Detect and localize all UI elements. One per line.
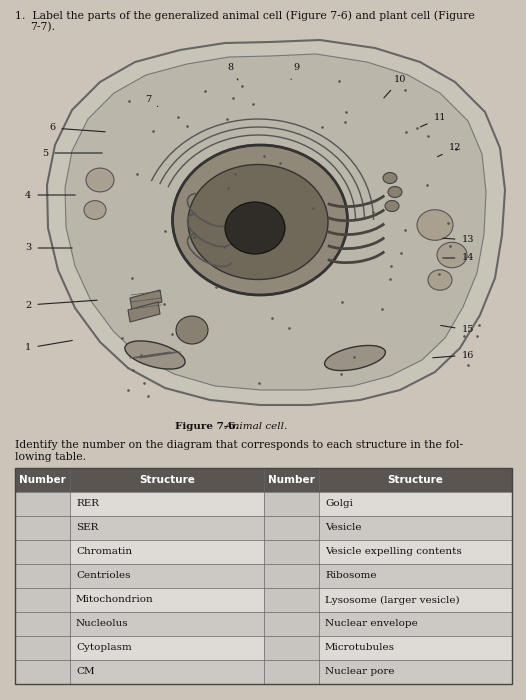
Text: 15: 15 <box>441 326 474 335</box>
Bar <box>15 636 512 660</box>
Bar <box>264 540 319 564</box>
Bar <box>15 588 512 612</box>
Polygon shape <box>130 290 162 310</box>
Text: CM: CM <box>76 668 95 676</box>
Bar <box>15 540 512 564</box>
Text: 11: 11 <box>420 113 446 127</box>
Ellipse shape <box>385 200 399 211</box>
Text: 3: 3 <box>25 244 72 253</box>
Bar <box>15 492 512 516</box>
Text: 8: 8 <box>227 64 238 80</box>
Text: Ribosome: Ribosome <box>325 571 377 580</box>
Ellipse shape <box>225 202 285 254</box>
Text: 14: 14 <box>443 253 474 262</box>
Text: RER: RER <box>76 500 99 508</box>
Bar <box>15 588 70 612</box>
Bar <box>264 588 319 612</box>
Bar <box>264 516 319 540</box>
Ellipse shape <box>125 341 185 369</box>
Bar <box>15 612 512 636</box>
Text: Lysosome (larger vesicle): Lysosome (larger vesicle) <box>325 596 460 605</box>
Text: Mitochondrion: Mitochondrion <box>76 596 154 605</box>
Bar <box>264 564 319 588</box>
Bar <box>15 516 70 540</box>
Bar <box>15 564 512 588</box>
Text: 1.  Label the parts of the generalized animal cell (Figure 7-6) and plant cell (: 1. Label the parts of the generalized an… <box>15 10 475 20</box>
Bar <box>15 540 70 564</box>
Text: Cytoplasm: Cytoplasm <box>76 643 132 652</box>
Bar <box>15 468 512 684</box>
Bar <box>15 660 512 684</box>
Bar <box>15 516 512 540</box>
Text: Structure: Structure <box>388 475 443 485</box>
Ellipse shape <box>428 270 452 290</box>
Text: Vesicle expelling contents: Vesicle expelling contents <box>325 547 462 556</box>
Text: Animal cell.: Animal cell. <box>222 422 287 431</box>
Ellipse shape <box>437 242 467 267</box>
Ellipse shape <box>173 145 348 295</box>
Text: Number: Number <box>19 475 66 485</box>
Ellipse shape <box>388 186 402 197</box>
Text: Vesicle: Vesicle <box>325 524 361 533</box>
Bar <box>15 636 70 660</box>
Bar <box>264 636 319 660</box>
Ellipse shape <box>86 168 114 192</box>
Bar <box>264 660 319 684</box>
Text: 7-7).: 7-7). <box>30 22 55 32</box>
Ellipse shape <box>188 164 328 279</box>
Ellipse shape <box>417 210 453 240</box>
Text: 9: 9 <box>291 64 299 79</box>
Text: Nucleolus: Nucleolus <box>76 620 129 629</box>
Bar <box>15 660 70 684</box>
Text: 4: 4 <box>25 190 75 199</box>
Text: 13: 13 <box>443 235 474 244</box>
Text: 16: 16 <box>433 351 474 360</box>
Ellipse shape <box>84 201 106 219</box>
Text: Figure 7-6.: Figure 7-6. <box>175 422 239 431</box>
Text: Nuclear envelope: Nuclear envelope <box>325 620 418 629</box>
Bar <box>15 468 512 492</box>
Text: Identify the number on the diagram that corresponds to each structure in the fol: Identify the number on the diagram that … <box>15 440 463 450</box>
Text: lowing table.: lowing table. <box>15 452 86 462</box>
Bar <box>264 612 319 636</box>
Text: Chromatin: Chromatin <box>76 547 132 556</box>
Ellipse shape <box>176 316 208 344</box>
Text: 10: 10 <box>384 76 406 98</box>
Polygon shape <box>128 302 160 322</box>
Ellipse shape <box>383 172 397 183</box>
Text: Golgi: Golgi <box>325 500 353 508</box>
Polygon shape <box>65 54 486 390</box>
Text: Microtubules: Microtubules <box>325 643 395 652</box>
Bar <box>15 492 70 516</box>
Text: 2: 2 <box>25 300 97 309</box>
Text: 12: 12 <box>438 144 461 157</box>
Bar <box>15 612 70 636</box>
Text: Number: Number <box>268 475 315 485</box>
Bar <box>15 564 70 588</box>
Text: 6: 6 <box>49 123 105 132</box>
Polygon shape <box>47 40 505 405</box>
Ellipse shape <box>325 346 386 370</box>
Text: 7: 7 <box>145 95 158 106</box>
Text: Nuclear pore: Nuclear pore <box>325 668 394 676</box>
Text: 1: 1 <box>25 340 72 353</box>
Text: SER: SER <box>76 524 98 533</box>
Text: Structure: Structure <box>139 475 195 485</box>
Text: Centrioles: Centrioles <box>76 571 130 580</box>
Bar <box>264 492 319 516</box>
Text: 5: 5 <box>42 148 102 158</box>
